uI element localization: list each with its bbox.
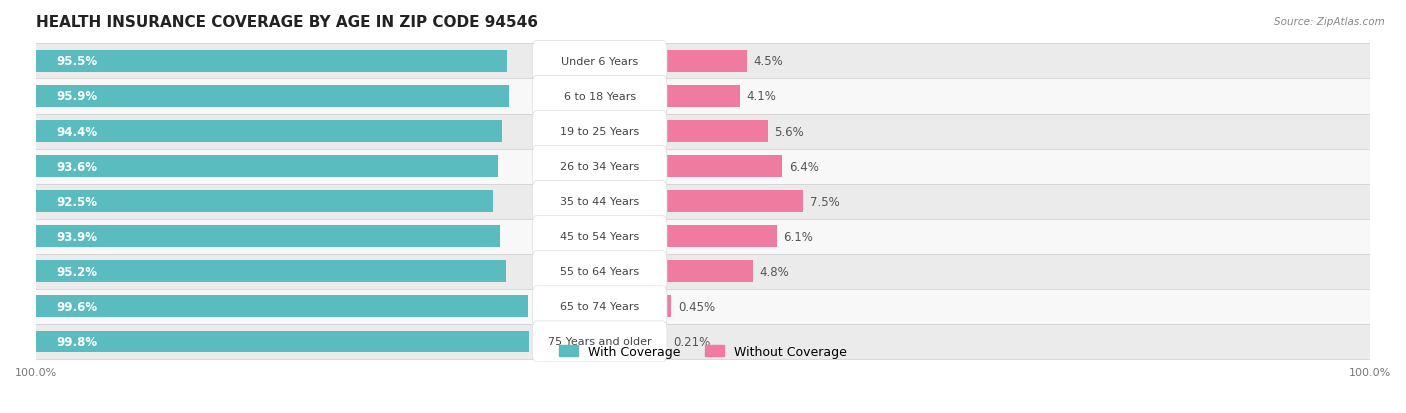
Text: 4.8%: 4.8% (759, 265, 789, 278)
Bar (664, 261, 752, 282)
Bar (664, 156, 783, 178)
Text: 7.5%: 7.5% (810, 195, 839, 208)
Text: 45 to 54 Years: 45 to 54 Years (560, 232, 640, 242)
Bar (37, 86, 509, 108)
Text: 92.5%: 92.5% (56, 195, 97, 208)
Text: 4.1%: 4.1% (747, 90, 776, 103)
Text: 93.9%: 93.9% (56, 230, 97, 243)
Bar (664, 86, 740, 108)
Bar (664, 296, 672, 318)
Bar (37, 51, 508, 73)
Legend: With Coverage, Without Coverage: With Coverage, Without Coverage (554, 340, 852, 363)
Bar (664, 121, 768, 142)
FancyBboxPatch shape (533, 76, 666, 117)
Text: 55 to 64 Years: 55 to 64 Years (560, 267, 640, 277)
Text: Source: ZipAtlas.com: Source: ZipAtlas.com (1274, 17, 1385, 26)
Text: 6.4%: 6.4% (789, 160, 820, 173)
Bar (37, 219, 1369, 254)
FancyBboxPatch shape (533, 181, 666, 222)
Bar (37, 184, 1369, 219)
Text: 35 to 44 Years: 35 to 44 Years (560, 197, 640, 206)
Text: 94.4%: 94.4% (56, 125, 97, 138)
Text: 19 to 25 Years: 19 to 25 Years (560, 127, 640, 137)
Bar (37, 261, 506, 282)
Text: 0.45%: 0.45% (678, 300, 716, 313)
Bar (37, 121, 502, 142)
Bar (37, 254, 1369, 289)
Bar (37, 79, 1369, 114)
FancyBboxPatch shape (533, 146, 666, 187)
FancyBboxPatch shape (533, 111, 666, 152)
Bar (664, 331, 666, 352)
Text: 95.2%: 95.2% (56, 265, 97, 278)
Text: Under 6 Years: Under 6 Years (561, 57, 638, 67)
Bar (37, 191, 492, 213)
Text: 0.21%: 0.21% (673, 335, 711, 348)
Bar (664, 51, 747, 73)
Bar (37, 44, 1369, 79)
Text: 95.9%: 95.9% (56, 90, 97, 103)
Text: 4.5%: 4.5% (754, 55, 783, 68)
Text: 5.6%: 5.6% (775, 125, 804, 138)
Bar (664, 226, 778, 247)
Text: 95.5%: 95.5% (56, 55, 97, 68)
Bar (37, 149, 1369, 184)
FancyBboxPatch shape (533, 251, 666, 292)
Text: 6.1%: 6.1% (783, 230, 814, 243)
Text: 6 to 18 Years: 6 to 18 Years (564, 92, 636, 102)
FancyBboxPatch shape (533, 216, 666, 257)
Bar (37, 114, 1369, 149)
FancyBboxPatch shape (533, 286, 666, 327)
Text: 26 to 34 Years: 26 to 34 Years (560, 162, 640, 172)
Text: 99.8%: 99.8% (56, 335, 97, 348)
Text: 65 to 74 Years: 65 to 74 Years (560, 301, 640, 311)
Bar (37, 331, 529, 352)
Bar (37, 289, 1369, 324)
FancyBboxPatch shape (533, 321, 666, 362)
FancyBboxPatch shape (533, 41, 666, 82)
Bar (37, 296, 527, 318)
Bar (37, 226, 499, 247)
Text: HEALTH INSURANCE COVERAGE BY AGE IN ZIP CODE 94546: HEALTH INSURANCE COVERAGE BY AGE IN ZIP … (37, 15, 538, 30)
Bar (37, 156, 498, 178)
Bar (37, 324, 1369, 359)
Text: 99.6%: 99.6% (56, 300, 97, 313)
Text: 75 Years and older: 75 Years and older (548, 337, 651, 347)
Bar (664, 191, 803, 213)
Text: 93.6%: 93.6% (56, 160, 97, 173)
